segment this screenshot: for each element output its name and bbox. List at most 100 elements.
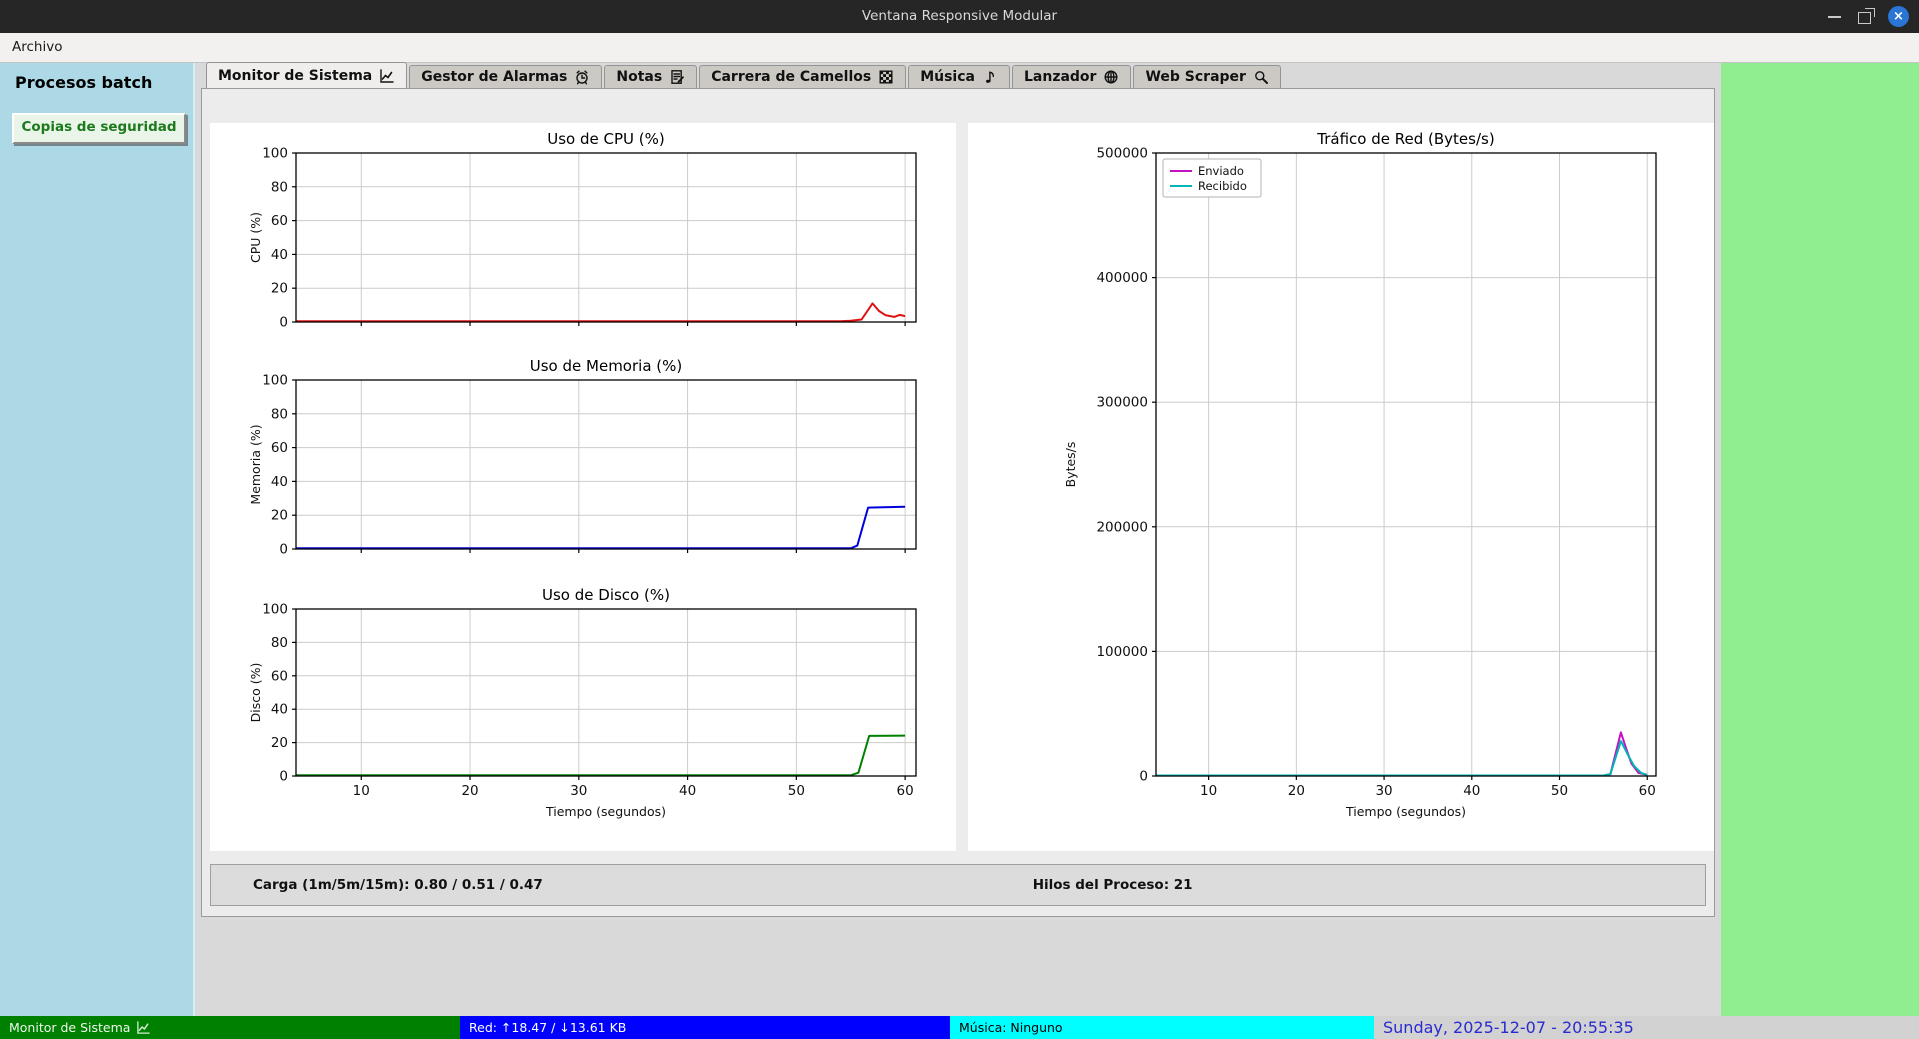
tab-notas[interactable]: Notas [604,65,698,88]
status-bar: Monitor de Sistema Red: ↑18.47 / ↓13.61 … [0,1016,1919,1039]
status-network-label: Red: ↑18.47 / ↓13.61 KB [469,1020,627,1035]
svg-text:40: 40 [679,783,696,799]
svg-text:Recibido: Recibido [1198,179,1247,193]
svg-text:60: 60 [897,783,914,799]
svg-text:Uso de Memoria (%): Uso de Memoria (%) [530,357,682,375]
svg-text:40: 40 [271,247,288,263]
menu-bar: Archivo [0,33,1919,63]
tab-label: Lanzador [1023,69,1097,85]
maximize-icon [1858,8,1875,24]
svg-text:80: 80 [271,179,288,195]
svg-text:Uso de Disco (%): Uso de Disco (%) [542,586,670,604]
svg-text:60: 60 [271,440,288,456]
svg-text:Memoria (%): Memoria (%) [248,424,263,504]
monitor-status-row: Carga (1m/5m/15m): 0.80 / 0.51 / 0.47 Hi… [210,864,1706,906]
svg-text:80: 80 [271,406,288,422]
svg-text:100000: 100000 [1096,644,1148,660]
tab-label: Gestor de Alarmas [421,69,568,85]
svg-text:Enviado: Enviado [1198,164,1244,178]
svg-text:20: 20 [271,281,288,297]
status-clock-label: Sunday, 2025-12-07 - 20:55:35 [1383,1018,1634,1037]
svg-text:Tráfico de Red (Bytes/s): Tráfico de Red (Bytes/s) [1316,130,1494,148]
status-music-label: Música: Ninguno [959,1020,1063,1035]
backup-button[interactable]: Copias de seguridad [12,113,186,144]
tab-label: Notas [616,69,663,85]
tab-carrera-de-camellos[interactable]: Carrera de Camellos [699,65,907,88]
tab-label: Web Scraper [1145,69,1246,85]
tab-m-sica[interactable]: Música [908,65,1010,88]
main-area: Monitor de Sistema Gestor de Alarmas Notas… [195,62,1721,1016]
svg-text:300000: 300000 [1096,395,1148,411]
tab-web-scraper[interactable]: Web Scraper [1133,65,1281,88]
svg-text:30: 30 [1375,783,1392,799]
svg-text:10: 10 [353,783,370,799]
music-note-icon [985,71,995,83]
load-average-label: Carga (1m/5m/15m): 0.80 / 0.51 / 0.47 [253,877,543,893]
status-music-segment: Música: Ninguno [950,1016,1374,1039]
monitor-tab-panel: 0 20 40 60 80 100 Uso de CPU (%) CPU (%) 0 20 40 6… [201,88,1715,917]
tab-monitor-de-sistema[interactable]: Monitor de Sistema [206,62,408,88]
svg-text:200000: 200000 [1096,519,1148,535]
svg-text:500000: 500000 [1096,146,1148,162]
svg-text:100: 100 [262,146,288,162]
tab-label: Música [920,69,975,85]
svg-text:40: 40 [1463,783,1480,799]
svg-text:20: 20 [271,508,288,524]
sidebar: Procesos batch Copias de seguridad [0,63,195,1016]
svg-text:40: 40 [271,474,288,490]
title-bar: Ventana Responsive Modular × [0,0,1919,33]
svg-text:0: 0 [279,315,288,331]
disk-chart: 10 20 30 40 50 60 0 20 40 60 80 100 Uso de Disco (%)… [210,579,956,839]
memo-icon [671,70,685,84]
line-chart-icon [380,68,394,83]
svg-text:10: 10 [1200,783,1217,799]
svg-text:30: 30 [570,783,587,799]
svg-text:0: 0 [1139,769,1148,785]
svg-text:0: 0 [279,769,288,785]
close-icon: × [1888,6,1909,27]
svg-text:60: 60 [1639,783,1656,799]
status-module-label: Monitor de Sistema [9,1020,131,1035]
status-clock-segment: Sunday, 2025-12-07 - 20:55:35 [1374,1016,1919,1039]
svg-text:Tiempo (segundos): Tiempo (segundos) [1345,804,1466,819]
line-chart-icon [137,1021,151,1034]
svg-text:100: 100 [262,373,288,389]
maximize-button[interactable] [1858,8,1875,24]
right-green-panel [1721,63,1919,1016]
tab-gestor-de-alarmas[interactable]: Gestor de Alarmas [409,65,603,88]
svg-text:100: 100 [262,602,288,618]
minimize-icon [1828,15,1841,18]
tab-lanzador[interactable]: Lanzador [1011,65,1132,88]
memory-chart: 0 20 40 60 80 100 Uso de Memoria (%) Memoria (%… [210,350,956,565]
menu-item-archivo[interactable]: Archivo [12,39,63,55]
svg-text:20: 20 [461,783,478,799]
status-network-segment: Red: ↑18.47 / ↓13.61 KB [460,1016,950,1039]
svg-text:Tiempo (segundos): Tiempo (segundos) [545,804,666,819]
svg-text:50: 50 [788,783,805,799]
tab-bar: Monitor de Sistema Gestor de Alarmas Notas… [206,62,1283,88]
checkered-flag-icon [879,70,893,84]
minimize-button[interactable] [1828,15,1841,18]
alarm-clock-icon [576,70,589,85]
status-module-segment: Monitor de Sistema [0,1016,460,1039]
close-button[interactable]: × [1888,6,1909,27]
svg-text:Uso de CPU (%): Uso de CPU (%) [547,130,664,148]
globe-icon [1104,70,1118,84]
svg-text:60: 60 [271,213,288,229]
svg-text:80: 80 [271,635,288,651]
process-threads-label: Hilos del Proceso: 21 [1032,877,1193,893]
svg-text:20: 20 [271,735,288,751]
svg-text:400000: 400000 [1096,270,1148,286]
magnifier-icon [1255,71,1268,84]
sidebar-heading: Procesos batch [15,73,153,92]
network-chart: 10 20 30 40 50 60 0 100000 200000 300000 400000 500… [968,123,1714,849]
svg-text:40: 40 [271,702,288,718]
svg-text:Disco (%): Disco (%) [248,663,263,723]
svg-text:0: 0 [279,542,288,558]
svg-text:60: 60 [271,668,288,684]
svg-text:Bytes/s: Bytes/s [1063,442,1078,488]
svg-text:CPU (%): CPU (%) [248,212,263,263]
system-figure: 0 20 40 60 80 100 Uso de CPU (%) CPU (%) 0 20 40 6… [210,123,956,851]
window-title: Ventana Responsive Modular [861,8,1058,24]
